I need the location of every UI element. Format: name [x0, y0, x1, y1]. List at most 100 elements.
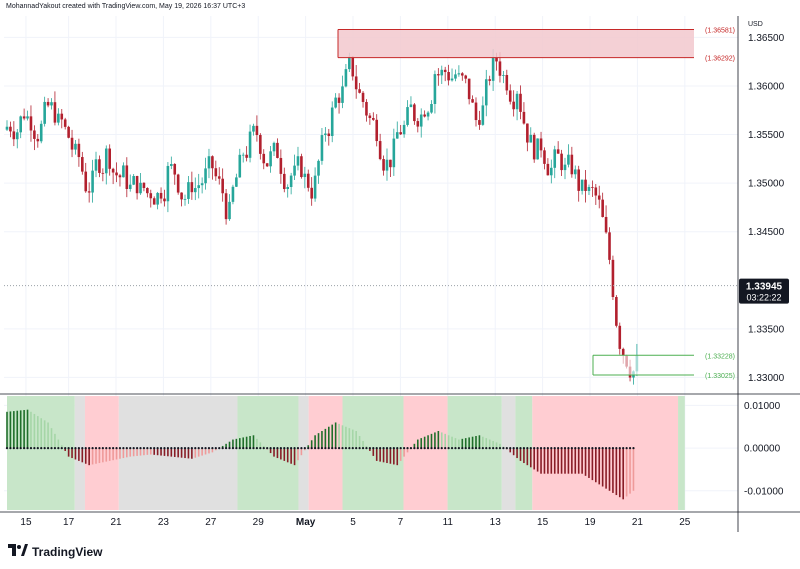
- candle-body: [450, 78, 454, 81]
- candle-body: [402, 124, 406, 135]
- price-tick-label: 1.36500: [748, 33, 785, 44]
- oscillator-zero-dot: [533, 446, 536, 450]
- bar-countdown: 03:22:22: [746, 293, 781, 303]
- candle-body: [193, 188, 197, 193]
- candle-body: [265, 163, 269, 167]
- oscillator-zero-dot: [461, 446, 464, 450]
- brand[interactable]: TradingView: [8, 543, 102, 561]
- candle-body: [43, 101, 46, 124]
- oscillator-zero-dot: [498, 446, 502, 450]
- oscillator-zero-dot: [334, 446, 337, 450]
- candle-body: [563, 164, 567, 171]
- candle-body: [303, 173, 307, 178]
- candle-body: [207, 156, 211, 169]
- oscillator-zero-dot: [296, 446, 300, 450]
- candle-body: [532, 134, 536, 160]
- candle-body: [26, 116, 29, 119]
- oscillator-zero-dot: [5, 446, 9, 450]
- oscillator-zero-dot: [406, 446, 409, 450]
- candle-body: [522, 111, 526, 124]
- candle-body: [587, 186, 591, 191]
- oscillator-zero-dot: [512, 446, 515, 450]
- oscillator-zero-dot: [344, 446, 348, 450]
- oscillator-zero-dot: [9, 446, 12, 450]
- candle-body: [135, 176, 139, 194]
- oscillator-zero-dot: [365, 446, 368, 450]
- candle-body: [443, 69, 447, 73]
- oscillator-zero-dot: [135, 446, 139, 450]
- oscillator-zero-dot: [190, 446, 193, 450]
- time-tick-label: 29: [253, 517, 265, 528]
- candle-body: [173, 164, 177, 175]
- candle-body: [567, 154, 570, 165]
- time-tick-label: 21: [632, 517, 644, 528]
- oscillator-zero-dot: [266, 446, 269, 450]
- oscillator-zero-dot: [53, 446, 57, 450]
- candle-body: [358, 89, 361, 93]
- support-top-label: (1.33228): [705, 353, 735, 360]
- candle-body: [481, 105, 485, 125]
- price-tick-label: 1.33500: [748, 324, 785, 335]
- candle-body: [399, 132, 402, 135]
- candle-body: [125, 165, 129, 189]
- candle-body: [413, 104, 416, 122]
- candle-body: [9, 126, 12, 132]
- candle-body: [512, 101, 515, 110]
- oscillator-zero-dot: [379, 446, 382, 450]
- oscillator-zero-dot: [543, 446, 546, 450]
- oscillator-zero-dot: [426, 446, 430, 450]
- oscillator-zero-dot: [101, 446, 104, 450]
- candle-body: [163, 198, 166, 202]
- oscillator-zone-gray: [501, 396, 516, 510]
- candle-body: [591, 186, 594, 188]
- oscillator-zero-dot: [81, 446, 84, 450]
- last-price-badge: [739, 278, 789, 304]
- oscillator-zero-dot: [492, 446, 495, 450]
- oscillator-zero-dot: [29, 446, 33, 450]
- candle-body: [46, 101, 50, 106]
- oscillator-zone-green: [447, 396, 502, 510]
- candle-body: [416, 121, 420, 127]
- oscillator-zone-green: [7, 396, 75, 510]
- candle-body: [111, 168, 115, 173]
- candle-body: [286, 187, 290, 190]
- candle-body: [570, 154, 574, 175]
- oscillator-zero-dot: [272, 446, 276, 450]
- oscillator-zero-dot: [526, 446, 529, 450]
- oscillator-zero-dot: [478, 446, 481, 450]
- oscillator-zero-dot: [300, 446, 303, 450]
- candle-body: [423, 114, 426, 117]
- candle-body: [104, 148, 108, 174]
- oscillator-zone-gray: [74, 396, 85, 510]
- candle-body: [74, 143, 77, 150]
- candle-body: [484, 79, 488, 106]
- candle-body: [296, 156, 300, 166]
- oscillator-zone-gray: [298, 396, 309, 510]
- candle-body: [392, 138, 396, 168]
- oscillator-zero-dot: [224, 446, 228, 450]
- candle-body: [461, 73, 464, 76]
- candle-body: [146, 188, 149, 194]
- candle-body: [87, 191, 91, 193]
- time-tick-label: 21: [110, 517, 122, 528]
- oscillator-zero-dot: [389, 446, 392, 450]
- oscillator-zero-dot: [454, 446, 457, 450]
- oscillator-zero-dot: [211, 446, 214, 450]
- candle-body: [447, 72, 450, 81]
- candle-body: [29, 116, 33, 131]
- oscillator-zero-dot: [132, 446, 135, 450]
- candle-body: [597, 195, 601, 200]
- resistance-top-label: (1.36581): [705, 28, 735, 35]
- oscillator-zero-dot: [430, 446, 433, 450]
- oscillator-zero-dot: [457, 446, 460, 450]
- candle-body: [139, 182, 142, 194]
- oscillator-zero-dot: [125, 446, 128, 450]
- oscillator-zero-dot: [536, 446, 539, 450]
- candle-body: [560, 153, 563, 171]
- oscillator-zero-dot: [88, 446, 91, 450]
- oscillator-zone-green: [678, 396, 685, 510]
- candle-body: [365, 101, 368, 116]
- oscillator-zero-dot: [163, 446, 166, 450]
- candle-body: [77, 143, 81, 158]
